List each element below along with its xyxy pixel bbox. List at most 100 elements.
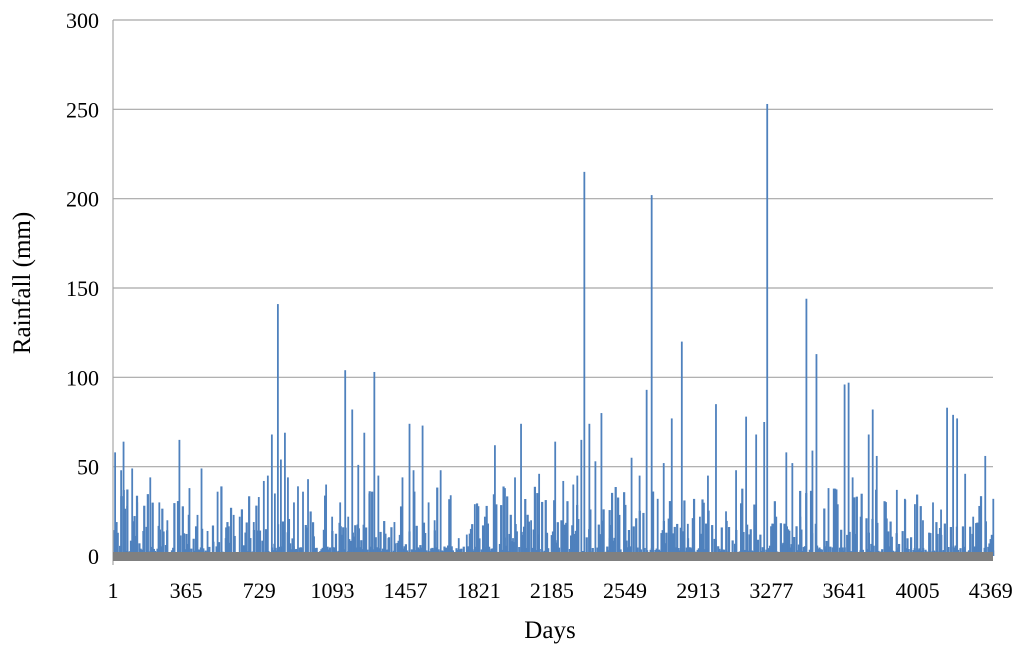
rainfall-peak-bar [707, 476, 709, 556]
rainfall-peak-bar [872, 409, 874, 556]
y-tick-label-150: 150 [66, 276, 99, 301]
rainfall-peak-bar [657, 499, 659, 556]
rainfall-peak-bar [158, 502, 160, 556]
rainfall-peak-bar [972, 517, 974, 556]
rainfall-peak-bar [828, 488, 830, 556]
rainfall-peak-bar [932, 502, 934, 556]
rainfall-bar [500, 505, 502, 556]
x-tick-label-1: 1 [108, 578, 119, 603]
rainfall-bar [310, 511, 312, 556]
rainfall-bars [113, 104, 994, 556]
rainfall-bar [528, 522, 530, 556]
rainfall-peak-bar [576, 476, 578, 556]
rainfall-bar [783, 524, 785, 556]
rainfall-peak-bar [763, 422, 765, 556]
rainfall-peak-bar [538, 474, 540, 556]
rainfall-peak-bar [812, 451, 814, 556]
rainfall-peak-bar [434, 520, 436, 556]
rainfall-peak-bar [357, 465, 359, 556]
rainfall-peak-bar [562, 481, 564, 556]
rainfall-peak-bar [860, 517, 862, 556]
rainfall-bar [944, 524, 946, 556]
rainfall-peak-bar [474, 504, 476, 556]
rainfall-peak-bar [651, 195, 653, 556]
rainfall-peak-bar [520, 424, 522, 556]
rainfall-peak-bar [715, 404, 717, 556]
rainfall-peak-bar [331, 517, 333, 556]
rainfall-peak-bar [440, 470, 442, 556]
x-tick-label-2549: 2549 [603, 578, 647, 603]
rainfall-peak-bar [494, 445, 496, 556]
rainfall-bar [566, 501, 568, 556]
rainfall-bar [693, 499, 695, 556]
rainfall-peak-bar [766, 104, 768, 556]
x-tick-label-2913: 2913 [676, 578, 720, 603]
rainfall-bar [371, 492, 373, 556]
rainfall-peak-bar [120, 470, 122, 556]
rainfall-bar [920, 506, 922, 556]
rainfall-peak-bar [258, 497, 260, 556]
rainfall-peak-bar [131, 468, 133, 556]
rainfall-peak-bar [588, 424, 590, 556]
rainfall-peak-bar [791, 463, 793, 556]
rainfall-peak-bar [217, 492, 219, 556]
rainfall-peak-bar [484, 517, 486, 556]
rainfall-bar [633, 526, 635, 556]
rainfall-bar [703, 503, 705, 556]
rainfall-peak-bar [428, 502, 430, 556]
y-tick-label-0: 0 [88, 544, 99, 569]
rainfall-bar [152, 503, 154, 556]
rainfall-peak-bar [583, 172, 585, 556]
rainfall-peak-bar [595, 461, 597, 556]
rainfall-bar [246, 522, 248, 556]
rainfall-peak-bar [580, 440, 582, 556]
rainfall-bar [950, 527, 952, 556]
rainfall-peak-bar [274, 493, 276, 556]
x-tick-label-3277: 3277 [749, 578, 793, 603]
rainfall-peak-bar [422, 426, 424, 556]
rainfall-peak-bar [189, 488, 191, 556]
rainfall-peak-bar [166, 520, 168, 556]
rainfall-peak-bar [344, 370, 346, 556]
rainfall-peak-bar [775, 517, 777, 556]
rainfall-peak-bar [297, 486, 299, 556]
rainfall-peak-bar [904, 499, 906, 556]
rainfall-peak-bar [978, 506, 980, 556]
rainfall-peak-bar [373, 372, 375, 556]
y-tick-label-50: 50 [77, 455, 99, 480]
rainfall-bar [728, 527, 730, 556]
x-tick-label-4005: 4005 [896, 578, 940, 603]
rainfall-bar [230, 508, 232, 556]
rainfall-peak-bar [735, 470, 737, 556]
rainfall-peak-bar [530, 520, 532, 556]
rainfall-peak-bar [368, 493, 370, 556]
rainfall-peak-bar [179, 440, 181, 556]
rainfall-bar [560, 520, 562, 556]
rainfall-peak-bar [952, 415, 954, 556]
rainfall-peak-bar [402, 477, 404, 556]
x-axis-title: Days [524, 617, 575, 644]
rainfall-peak-bar [725, 511, 727, 556]
x-tick-label-2185: 2185 [530, 578, 574, 603]
rainfall-bar [711, 525, 713, 556]
x-tick-label-365: 365 [170, 578, 203, 603]
rainfall-peak-bar [940, 510, 942, 556]
rainfall-bar [683, 500, 685, 556]
rainfall-peak-bar [409, 424, 411, 556]
rainfall-bar [220, 486, 222, 556]
rainfall-peak-bar [896, 490, 898, 556]
x-tick-label-729: 729 [243, 578, 276, 603]
rainfall-bar [856, 497, 858, 556]
rainfall-peak-bar [302, 492, 304, 556]
x-tick-label-4369: 4369 [969, 578, 1013, 603]
rainfall-peak-bar [681, 342, 683, 556]
x-tick-label-3641: 3641 [822, 578, 866, 603]
rainfall-bar [524, 499, 526, 556]
rainfall-peak-bar [351, 409, 353, 556]
rainfall-peak-bar [619, 515, 621, 556]
rainfall-bar [541, 502, 543, 556]
rainfall-peak-bar [799, 517, 801, 556]
rainfall-peak-bar [992, 499, 994, 556]
